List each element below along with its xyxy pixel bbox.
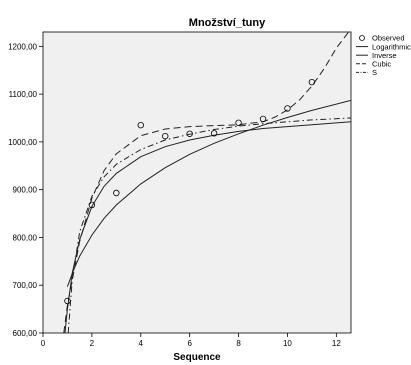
legend-label-observed: Observed	[372, 34, 405, 43]
observed-point	[235, 119, 242, 126]
x-tick-label: 12	[332, 339, 341, 348]
y-tick-label: 1000,00	[8, 138, 37, 147]
legend-label-s: S	[372, 68, 377, 77]
y-tick-label: 800,00	[13, 233, 38, 242]
observed-point	[186, 130, 193, 137]
plot-area	[42, 31, 352, 334]
series-line-logarithmic	[66, 99, 351, 287]
series-line-s	[67, 117, 351, 333]
observed-point	[137, 121, 144, 129]
observed-point	[64, 297, 71, 305]
x-tick-label: 2	[90, 339, 95, 348]
x-axis-title: Sequence	[173, 352, 221, 363]
y-tick-label: 1200,00	[8, 42, 37, 51]
y-tick-label: 900,00	[13, 186, 38, 195]
y-tick-label: 700,00	[13, 281, 38, 290]
y-tick-label: 600,00	[13, 329, 38, 338]
x-axis: 0 2 4 6 8 10 12	[41, 333, 341, 348]
observed-point	[308, 78, 316, 86]
legend-label-inverse: Inverse	[372, 51, 397, 60]
legend-symbol-observed	[359, 35, 365, 41]
observed-points	[64, 78, 316, 305]
observed-point	[113, 189, 120, 197]
x-tick-label: 0	[41, 339, 46, 348]
y-tick-label: 1100,00	[9, 90, 38, 99]
legend-label-logarithmic: Logarithmic	[372, 42, 411, 51]
x-tick-label: 10	[283, 339, 292, 348]
observed-point	[162, 132, 169, 140]
legend-label-cubic: Cubic	[372, 60, 391, 69]
chart-title: Množství_tuny	[189, 17, 266, 29]
series-line-cubic	[63, 32, 349, 333]
y-axis: 600,00 700,00 800,00 900,00 1000,00 1100,00 12…	[8, 42, 43, 338]
observed-point	[284, 105, 291, 112]
series-layer	[63, 32, 351, 333]
x-tick-label: 6	[187, 339, 192, 348]
x-tick-label: 8	[236, 339, 241, 348]
x-tick-label: 4	[139, 339, 144, 348]
observed-point	[88, 201, 96, 209]
observed-point	[210, 130, 218, 137]
observed-point	[259, 115, 267, 123]
